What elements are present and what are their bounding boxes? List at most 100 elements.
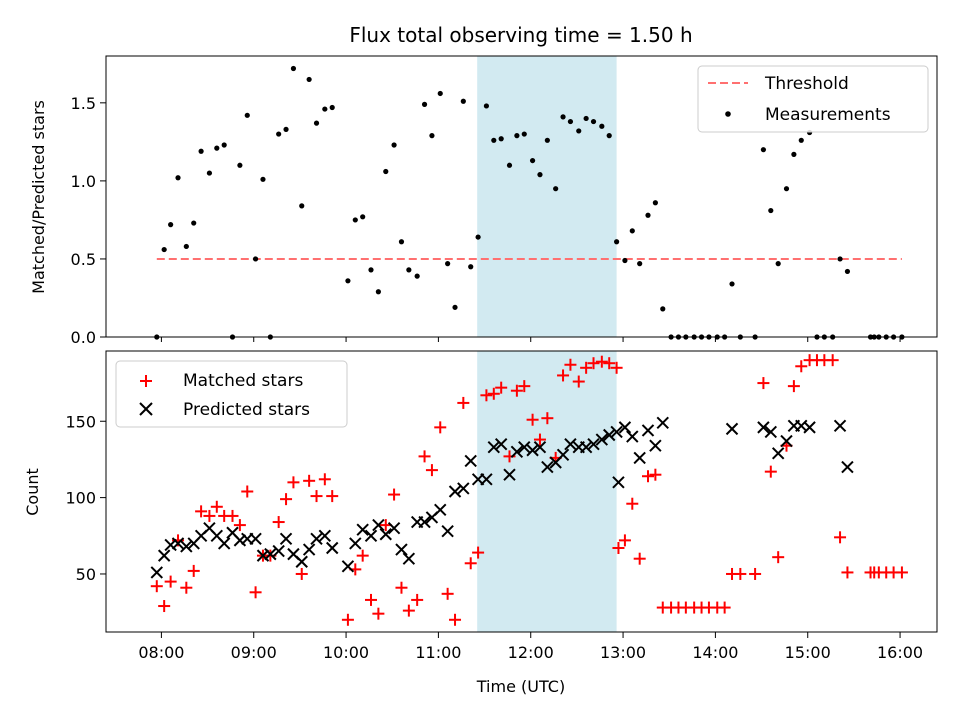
measurement-point (652, 200, 658, 206)
count-y-axis-label: Count (23, 468, 42, 516)
measurement-point (560, 114, 566, 120)
matched-star-point (618, 534, 631, 547)
count-y-tick-label: 150 (65, 412, 96, 431)
measurement-point (537, 172, 543, 178)
x-tick-label: 12:00 (508, 643, 554, 662)
x-tick-label: 16:00 (877, 643, 923, 662)
predicted-star-point (256, 549, 270, 562)
predicted-star-point (387, 521, 401, 535)
predicted-star-point (533, 441, 547, 454)
matched-star-point (150, 580, 163, 593)
matched-star-point (718, 601, 731, 614)
measurement-point (637, 261, 643, 267)
predicted-star-point (518, 441, 531, 454)
predicted-star-point (233, 534, 247, 547)
matched-star-point (734, 567, 747, 580)
measurement-point (352, 217, 358, 223)
matched-star-point (449, 613, 462, 626)
x-tick-label: 10:00 (323, 643, 369, 662)
measurement-point (421, 101, 428, 107)
matched-star-point (395, 581, 408, 594)
measurement-point (375, 289, 381, 295)
measurement-point (244, 112, 250, 118)
predicted-star-point (725, 422, 739, 436)
predicted-star-point (457, 482, 470, 495)
ratio-y-axis-label: Matched/Predicted stars (29, 100, 48, 294)
matched-star-point (318, 473, 331, 486)
measurement-point (175, 175, 181, 181)
predicted-star-point (587, 437, 600, 451)
predicted-star-point (150, 566, 163, 579)
measurement-point (191, 220, 197, 226)
x-tick-label: 08:00 (138, 643, 184, 662)
measurement-point (660, 306, 666, 312)
x-tick-label: 09:00 (231, 643, 277, 662)
count-legend: Matched stars Predicted stars (115, 360, 348, 428)
matched-star-point (425, 464, 438, 477)
measurement-point (161, 246, 167, 253)
measurement-point (260, 176, 266, 182)
predicted-star-point (264, 547, 277, 561)
matched-star-point (495, 381, 508, 394)
measurement-point (452, 304, 458, 310)
predicted-star-point (556, 448, 570, 462)
matched-star-point (187, 564, 200, 577)
matched-star-point (749, 567, 762, 580)
matched-star-point (480, 389, 493, 402)
predicted-star-point (833, 419, 847, 433)
measurement-point (567, 118, 574, 125)
predicted-star-point (656, 416, 669, 429)
predicted-star-point (526, 444, 539, 457)
matched-star-point (541, 412, 554, 425)
matched-star-point (295, 567, 308, 580)
predicted-star-point (612, 476, 625, 489)
matched-star-point (164, 575, 177, 588)
predicted-star-point (402, 552, 416, 565)
matched-star-point (210, 500, 223, 513)
measurement-point (629, 228, 635, 234)
measurement-point (306, 76, 312, 83)
matched-star-point (633, 552, 646, 565)
matched-star-point (280, 493, 293, 506)
measurement-point (391, 142, 397, 148)
measurement-point (553, 186, 559, 192)
matched-star-point (795, 360, 808, 373)
count-panel: 50 100 150 08:00 09:00 10:00 11:00 12:00 13:00 1… (23, 350, 938, 696)
matched-star-point (564, 358, 577, 371)
measurement-point (483, 103, 490, 109)
matched-star-point (649, 468, 662, 481)
measurement-point (468, 264, 474, 270)
measurement-point (414, 273, 420, 279)
measurement-point (768, 207, 774, 214)
predicted-star-point (633, 451, 646, 465)
predicted-star-point (841, 460, 854, 474)
measurement-point (498, 136, 504, 142)
predicted-star-point (364, 529, 378, 542)
x-tick-label: 14:00 (692, 643, 738, 662)
matched-star-point (434, 421, 447, 434)
matched-star-point (895, 566, 908, 579)
predicted-star-point (641, 424, 655, 437)
measurement-point (360, 214, 366, 220)
matched-star-point (580, 361, 593, 374)
legend-measurements-swatch (725, 111, 731, 117)
matched-star-point (226, 509, 239, 522)
predicted-star-point (564, 437, 577, 451)
matched-star-point (158, 600, 171, 613)
matched-star-point (764, 465, 777, 478)
measurement-point (460, 98, 466, 104)
predicted-star-point (494, 437, 508, 451)
ratio-legend: Threshold Measurements (697, 65, 929, 133)
ratio-y-tick-label: 1.5 (71, 94, 96, 113)
ratio-y-tick-label: 0.0 (71, 328, 96, 347)
matched-star-point (356, 549, 369, 562)
measurement-point (775, 261, 781, 267)
measurement-point (276, 131, 282, 137)
predicted-star-point (372, 518, 385, 532)
predicted-star-point (780, 434, 793, 448)
measurement-point (614, 239, 620, 245)
predicted-star-point (510, 445, 524, 459)
measurement-point (237, 162, 243, 168)
matched-star-point (441, 587, 454, 600)
predicted-star-point (434, 503, 447, 517)
